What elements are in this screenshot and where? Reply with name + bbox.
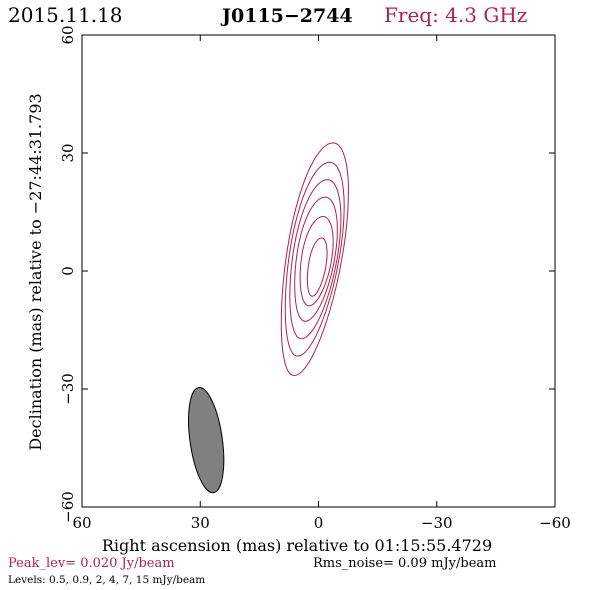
rms-noise: Rms_noise= 0.09 mJy/beam bbox=[313, 556, 496, 571]
x-axis-label: Right ascension (mas) relative to 01:15:… bbox=[102, 536, 492, 555]
x-tick-label: −60 bbox=[539, 514, 571, 532]
x-tick-label: 0 bbox=[314, 514, 324, 532]
contour-line bbox=[284, 161, 345, 357]
beam-ellipse-group bbox=[188, 387, 225, 494]
peak-level: Peak_lev= 0.020 Jy/beam bbox=[8, 556, 175, 571]
contour-line bbox=[280, 142, 349, 377]
contour-line bbox=[306, 237, 328, 297]
plot-frame bbox=[81, 34, 556, 508]
contour-line bbox=[294, 196, 338, 322]
beam-ellipse bbox=[188, 387, 225, 494]
y-tick-label: 30 bbox=[59, 143, 77, 162]
contour-line bbox=[299, 215, 334, 307]
x-tick-label: −30 bbox=[421, 514, 453, 532]
y-tick-label: −30 bbox=[59, 373, 77, 405]
y-axis-label: Declination (mas) relative to −27:44:31.… bbox=[26, 93, 45, 450]
y-tick-label: 60 bbox=[59, 25, 77, 44]
contour-line bbox=[289, 179, 342, 340]
contour-levels: Levels: 0.5, 0.9, 2, 4, 7, 15 mJy/beam bbox=[8, 574, 205, 586]
plot-axes: 60 30 0 −30 −60 −60 −30 0 30 60 bbox=[59, 25, 571, 532]
y-tick-label: 0 bbox=[59, 266, 77, 276]
x-tick-label: 30 bbox=[191, 514, 210, 532]
observation-date: 2015.11.18 bbox=[8, 3, 123, 27]
y-tick-label: −60 bbox=[59, 491, 77, 523]
source-name: J0115−2744 bbox=[220, 5, 353, 27]
x-tick-label: 60 bbox=[72, 514, 91, 532]
frequency-label: Freq: 4.3 GHz bbox=[384, 3, 527, 27]
contour-lines bbox=[280, 142, 349, 377]
